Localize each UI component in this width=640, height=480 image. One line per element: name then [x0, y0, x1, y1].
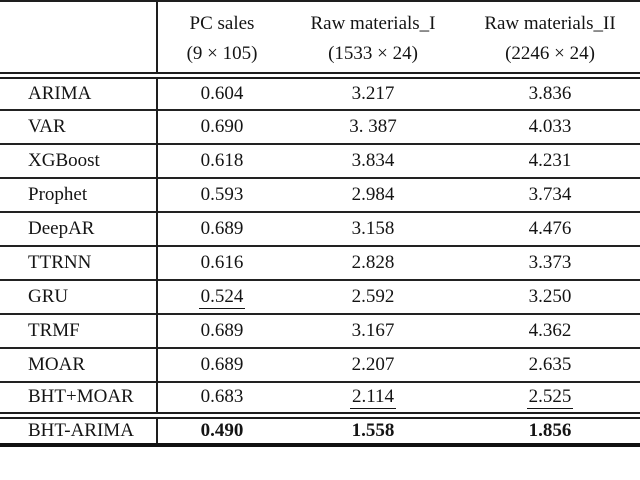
metric-cell: 0.616: [200, 251, 244, 273]
metric-cell: 3.167: [351, 319, 395, 341]
metric-cell: 0.604: [200, 82, 244, 104]
col-header-name: Raw materials_I: [310, 13, 436, 34]
col-header-name: PC sales: [189, 13, 255, 34]
metric-cell: 3.836: [528, 82, 572, 104]
metric-cell: 4.362: [528, 319, 572, 341]
row-label: MOAR: [0, 347, 158, 382]
row-label: TTRNN: [0, 245, 158, 280]
metric-cell: 2.592: [351, 285, 395, 307]
metric-cell: 3.373: [528, 251, 572, 273]
row-label: BHT+MOAR: [0, 381, 158, 416]
row-label: TRMF: [0, 313, 158, 348]
col-header-shape: (1533 × 24): [328, 43, 418, 64]
metric-cell-underlined: 2.525: [460, 382, 640, 416]
results-table: PC sales (9 × 105) Raw materials_I (1533…: [0, 0, 640, 447]
metric-cell: 0.593: [200, 183, 244, 205]
metric-cell: 3.250: [528, 285, 572, 307]
metric-cell: 0.683: [200, 386, 244, 408]
table-row-bht-arima: BHT-ARIMA 0.490 1.558 1.856: [0, 415, 640, 445]
table-row-var: VAR 0.690 3. 387 4.033: [0, 109, 640, 144]
table-row-trmf: TRMF 0.689 3.167 4.362: [0, 313, 640, 348]
metric-cell: 3.158: [351, 217, 395, 239]
metric-cell-bold: 0.490: [200, 419, 244, 441]
col-header-shape: (2246 × 24): [505, 43, 595, 64]
row-label: BHT-ARIMA: [0, 415, 158, 445]
col-header-raw-materials-2: Raw materials_II (2246 × 24): [460, 1, 640, 79]
metric-cell: 0.618: [200, 149, 244, 171]
metric-cell: 2.984: [351, 183, 395, 205]
corner-cell: [0, 1, 158, 79]
metric-cell: 3.217: [351, 82, 395, 104]
table-row-xgboost: XGBoost 0.618 3.834 4.231: [0, 143, 640, 178]
metric-cell: 3.834: [351, 149, 395, 171]
row-label: XGBoost: [0, 143, 158, 178]
metric-cell: 0.689: [200, 353, 244, 375]
row-label: GRU: [0, 279, 158, 314]
underlined-value: 2.525: [526, 386, 574, 410]
metric-cell-bold: 1.856: [528, 419, 572, 441]
col-header-shape: (9 × 105): [186, 43, 258, 64]
table-row-deepar: DeepAR 0.689 3.158 4.476: [0, 211, 640, 246]
metric-cell: 0.689: [200, 217, 244, 239]
metric-cell: 3.734: [528, 183, 572, 205]
row-label: ARIMA: [0, 75, 158, 110]
underlined-value: 0.524: [198, 285, 246, 309]
table-row-bht-moar: BHT+MOAR 0.683 2.114 2.525: [0, 381, 640, 416]
row-label: Prophet: [0, 177, 158, 212]
table-row-ttrnn: TTRNN 0.616 2.828 3.373: [0, 245, 640, 280]
metric-cell: 0.690: [200, 115, 244, 137]
col-header-raw-materials-1: Raw materials_I (1533 × 24): [286, 1, 460, 79]
col-header-name: Raw materials_II: [484, 13, 616, 34]
metric-cell: 4.231: [528, 149, 572, 171]
table-row-gru: GRU 0.524 2.592 3.250: [0, 279, 640, 314]
table-row-moar: MOAR 0.689 2.207 2.635: [0, 347, 640, 382]
col-header-pc-sales: PC sales (9 × 105): [157, 1, 286, 79]
metric-cell-underlined: 0.524: [157, 280, 286, 314]
metric-cell: 3. 387: [349, 115, 397, 137]
header-row: PC sales (9 × 105) Raw materials_I (1533…: [0, 1, 640, 79]
row-label: VAR: [0, 109, 158, 144]
metric-cell-bold: 1.558: [351, 419, 395, 441]
table-row-prophet: Prophet 0.593 2.984 3.734: [0, 177, 640, 212]
table-row-arima: ARIMA 0.604 3.217 3.836: [0, 75, 640, 110]
metric-cell-underlined: 2.114: [286, 382, 460, 416]
metric-cell: 2.828: [351, 251, 395, 273]
metric-cell: 0.689: [200, 319, 244, 341]
metric-cell: 2.635: [528, 353, 572, 375]
metric-cell: 2.207: [351, 353, 395, 375]
underlined-value: 2.114: [349, 386, 397, 410]
metric-cell: 4.476: [528, 217, 572, 239]
row-label: DeepAR: [0, 211, 158, 246]
metric-cell: 4.033: [528, 115, 572, 137]
